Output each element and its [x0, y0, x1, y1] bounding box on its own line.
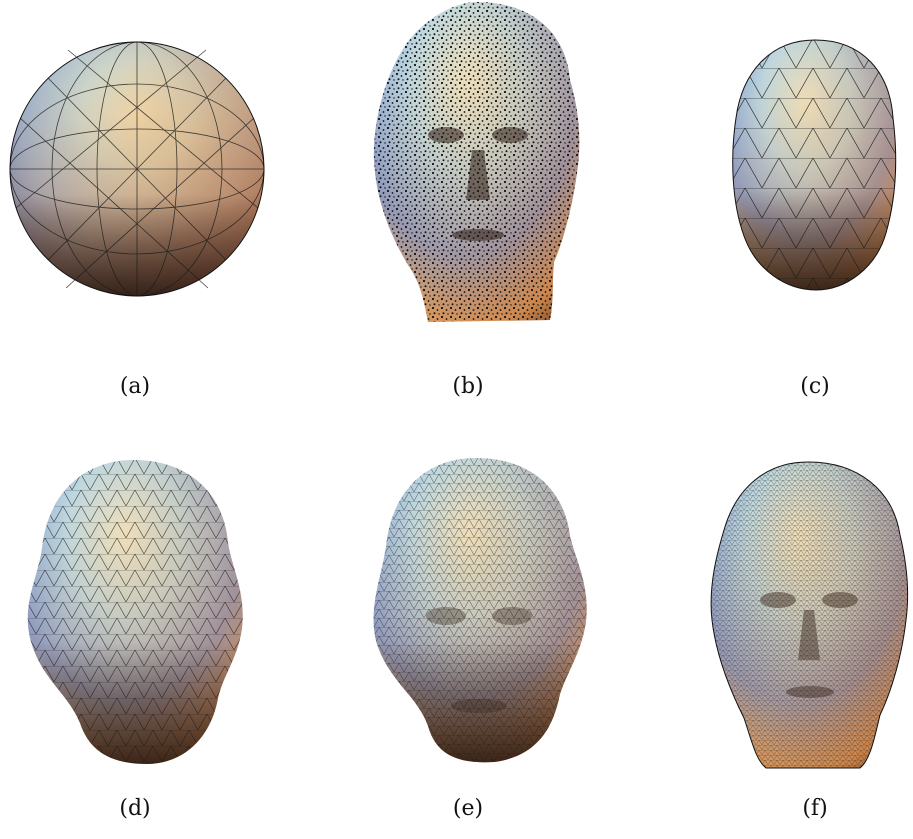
panel-e-head-mesh: [364, 456, 594, 766]
caption-b: (b): [452, 374, 484, 399]
head-mesh-level-f-image: [710, 461, 909, 769]
caption-f: (f): [802, 796, 828, 821]
panel-b-point-cloud: [368, 0, 590, 326]
panel-f-head-mesh: [708, 460, 910, 772]
caption-c: (c): [800, 374, 830, 399]
caption-a: (a): [119, 374, 151, 399]
point-cloud-head-image: [373, 2, 580, 322]
head-mesh-level-d-image: [27, 460, 243, 764]
coarse-head-mesh-image: [732, 39, 897, 291]
head-mesh-level-e-image: [373, 458, 587, 763]
caption-d: (d): [119, 796, 151, 821]
panel-a-sphere: [8, 38, 266, 300]
panel-d-head-mesh: [18, 458, 250, 768]
caption-e: (e): [452, 796, 484, 821]
sphere-mesh-image: [9, 41, 265, 297]
panel-c-coarse-head: [728, 38, 903, 294]
